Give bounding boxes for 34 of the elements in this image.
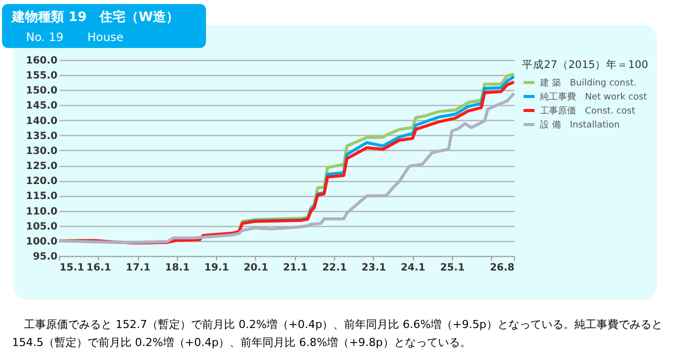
- legend-label: 建 築 Building const.: [539, 78, 636, 88]
- x-tick-label: 23.1: [361, 262, 386, 274]
- x-tick-label: 20.1: [244, 262, 268, 274]
- y-tick-label: 135.0: [26, 130, 58, 142]
- y-tick-label: 145.0: [26, 100, 58, 112]
- legend-title: 平成27（2015）年＝100: [522, 58, 648, 71]
- y-tick-label: 155.0: [26, 70, 58, 82]
- x-tick-label: 15.1: [60, 262, 84, 274]
- chart-subtitle: No. 19 House: [26, 30, 124, 45]
- chart-title: 建物種類 19 住宅（W造）: [12, 8, 179, 26]
- y-tick-label: 125.0: [26, 161, 58, 172]
- x-tick-label: 16.1: [86, 262, 112, 274]
- y-tick-label: 115.0: [26, 191, 58, 202]
- y-tick-label: 150.0: [26, 86, 58, 97]
- x-tick-label: 25.1: [440, 262, 465, 274]
- x-tick-label: 21.1: [282, 262, 308, 274]
- legend-label: 純工事費 Net work cost: [540, 92, 648, 102]
- y-tick-label: 120.0: [26, 176, 58, 188]
- y-tick-label: 140.0: [26, 116, 58, 127]
- x-tick-label: 22.1: [322, 262, 347, 274]
- legend-label: 工事原価 Const. cost: [540, 106, 636, 116]
- x-tick-label: 18.1: [165, 262, 190, 274]
- y-tick-label: 110.0: [26, 206, 58, 218]
- y-tick-label: 130.0: [26, 146, 58, 157]
- y-tick-label: 95.0: [32, 252, 58, 262]
- x-tick-label: 26.8: [490, 262, 515, 274]
- legend-label: 設 備 Installation: [540, 120, 620, 130]
- y-tick-label: 105.0: [26, 221, 58, 232]
- x-tick-label: 17.1: [126, 262, 150, 274]
- text: 工事原価でみると 152.7（暫定）で前月比 0.2%増（+0.4p）、前年同月比 6.6%増（+9.5p）となっている。純工事費でみると 154.5（暫定）で前月比 0.2%増（+0.4p）、前年同月比 6.8%増（+9.8p）となっている。: [12, 317, 664, 351]
- x-tick-label: 24.1: [400, 262, 426, 274]
- x-tick-label: 19.1: [204, 262, 230, 274]
- y-tick-label: 160.0: [26, 56, 58, 66]
- y-tick-label: 100.0: [26, 236, 58, 248]
